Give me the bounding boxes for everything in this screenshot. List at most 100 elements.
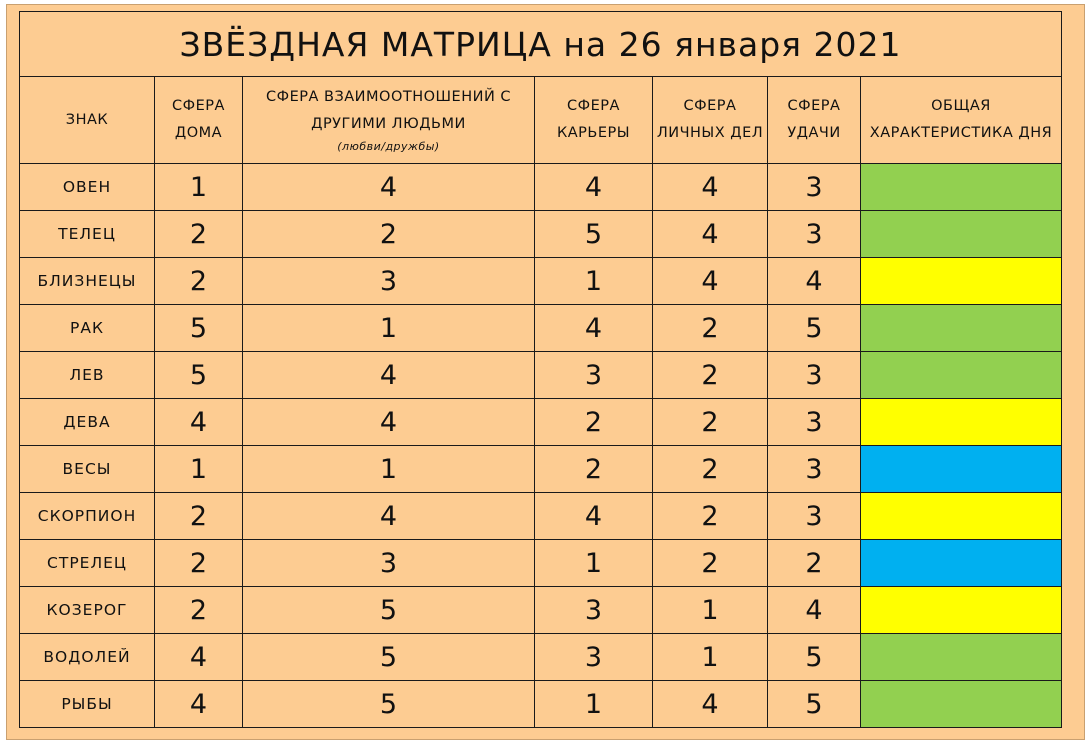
sign-cell: РЫБЫ bbox=[19, 680, 155, 728]
sign-cell: ВЕСЫ bbox=[19, 445, 155, 493]
day-rating-cell bbox=[860, 351, 1062, 399]
relations-cell: 5 bbox=[242, 680, 535, 728]
personal-cell: 4 bbox=[652, 680, 768, 728]
header-career: СФЕРА КАРЬЕРЫ bbox=[534, 76, 653, 164]
day-rating-cell bbox=[860, 304, 1062, 352]
home-cell: 5 bbox=[154, 304, 243, 352]
personal-cell: 4 bbox=[652, 163, 768, 211]
luck-cell: 3 bbox=[767, 398, 861, 446]
table-row: БЛИЗНЕЦЫ 2 3 1 4 4 bbox=[19, 257, 1062, 305]
table-row: РЫБЫ 4 5 1 4 5 bbox=[19, 680, 1062, 728]
relations-cell: 4 bbox=[242, 492, 535, 540]
career-cell: 5 bbox=[534, 210, 653, 258]
sign-cell: ТЕЛЕЦ bbox=[19, 210, 155, 258]
table-row: РАК 5 1 4 2 5 bbox=[19, 304, 1062, 352]
table-row: КОЗЕРОГ 2 5 3 1 4 bbox=[19, 586, 1062, 634]
home-cell: 4 bbox=[154, 633, 243, 681]
day-rating-cell bbox=[860, 539, 1062, 587]
relations-cell: 3 bbox=[242, 257, 535, 305]
luck-cell: 4 bbox=[767, 257, 861, 305]
career-cell: 1 bbox=[534, 257, 653, 305]
sign-cell: ОВЕН bbox=[19, 163, 155, 211]
luck-cell: 5 bbox=[767, 304, 861, 352]
home-cell: 4 bbox=[154, 680, 243, 728]
table-row: СКОРПИОН 2 4 4 2 3 bbox=[19, 492, 1062, 540]
career-cell: 1 bbox=[534, 680, 653, 728]
table-row: ВОДОЛЕЙ 4 5 3 1 5 bbox=[19, 633, 1062, 681]
relations-cell: 5 bbox=[242, 586, 535, 634]
career-cell: 3 bbox=[534, 586, 653, 634]
personal-cell: 1 bbox=[652, 633, 768, 681]
day-rating-cell bbox=[860, 210, 1062, 258]
sign-cell: КОЗЕРОГ bbox=[19, 586, 155, 634]
luck-cell: 5 bbox=[767, 633, 861, 681]
personal-cell: 4 bbox=[652, 257, 768, 305]
relations-cell: 1 bbox=[242, 445, 535, 493]
career-cell: 4 bbox=[534, 163, 653, 211]
luck-cell: 3 bbox=[767, 163, 861, 211]
sign-cell: СТРЕЛЕЦ bbox=[19, 539, 155, 587]
day-rating-cell bbox=[860, 586, 1062, 634]
day-rating-cell bbox=[860, 257, 1062, 305]
relations-cell: 1 bbox=[242, 304, 535, 352]
star-matrix-table: ЗВЁЗДНАЯ МАТРИЦА на 26 января 2021 ЗНАК … bbox=[19, 11, 1062, 728]
career-cell: 2 bbox=[534, 398, 653, 446]
home-cell: 2 bbox=[154, 492, 243, 540]
home-cell: 2 bbox=[154, 586, 243, 634]
personal-cell: 2 bbox=[652, 539, 768, 587]
luck-cell: 2 bbox=[767, 539, 861, 587]
luck-cell: 3 bbox=[767, 492, 861, 540]
personal-cell: 2 bbox=[652, 398, 768, 446]
header-day: ОБЩАЯ ХАРАКТЕРИСТИКА ДНЯ bbox=[860, 76, 1062, 164]
table-body: ОВЕН 1 4 4 4 3 ТЕЛЕЦ 2 2 5 4 3 БЛИЗНЕЦЫ … bbox=[19, 163, 1062, 728]
career-cell: 1 bbox=[534, 539, 653, 587]
luck-cell: 3 bbox=[767, 351, 861, 399]
home-cell: 1 bbox=[154, 445, 243, 493]
relations-cell: 5 bbox=[242, 633, 535, 681]
home-cell: 2 bbox=[154, 257, 243, 305]
career-cell: 4 bbox=[534, 492, 653, 540]
career-cell: 4 bbox=[534, 304, 653, 352]
home-cell: 2 bbox=[154, 210, 243, 258]
table-row: ОВЕН 1 4 4 4 3 bbox=[19, 163, 1062, 211]
table-title: ЗВЁЗДНАЯ МАТРИЦА на 26 января 2021 bbox=[19, 11, 1062, 77]
personal-cell: 2 bbox=[652, 351, 768, 399]
table-row: СТРЕЛЕЦ 2 3 1 2 2 bbox=[19, 539, 1062, 587]
header-personal: СФЕРА ЛИЧНЫХ ДЕЛ bbox=[652, 76, 768, 164]
day-rating-cell bbox=[860, 680, 1062, 728]
career-cell: 3 bbox=[534, 351, 653, 399]
header-luck: СФЕРА УДАЧИ bbox=[767, 76, 861, 164]
header-relations-sub: (любви/дружбы) bbox=[337, 140, 440, 153]
day-rating-cell bbox=[860, 633, 1062, 681]
day-rating-cell bbox=[860, 398, 1062, 446]
sign-cell: СКОРПИОН bbox=[19, 492, 155, 540]
luck-cell: 5 bbox=[767, 680, 861, 728]
sign-cell: БЛИЗНЕЦЫ bbox=[19, 257, 155, 305]
luck-cell: 3 bbox=[767, 445, 861, 493]
sign-cell: РАК bbox=[19, 304, 155, 352]
personal-cell: 2 bbox=[652, 445, 768, 493]
day-rating-cell bbox=[860, 445, 1062, 493]
personal-cell: 2 bbox=[652, 304, 768, 352]
personal-cell: 2 bbox=[652, 492, 768, 540]
relations-cell: 3 bbox=[242, 539, 535, 587]
day-rating-cell bbox=[860, 163, 1062, 211]
career-cell: 2 bbox=[534, 445, 653, 493]
home-cell: 2 bbox=[154, 539, 243, 587]
day-rating-cell bbox=[860, 492, 1062, 540]
sign-cell: ВОДОЛЕЙ bbox=[19, 633, 155, 681]
sign-cell: ЛЕВ bbox=[19, 351, 155, 399]
home-cell: 4 bbox=[154, 398, 243, 446]
relations-cell: 4 bbox=[242, 398, 535, 446]
table-row: ВЕСЫ 1 1 2 2 3 bbox=[19, 445, 1062, 493]
table-row: ТЕЛЕЦ 2 2 5 4 3 bbox=[19, 210, 1062, 258]
relations-cell: 2 bbox=[242, 210, 535, 258]
header-home: СФЕРА ДОМА bbox=[154, 76, 243, 164]
relations-cell: 4 bbox=[242, 351, 535, 399]
header-relations: СФЕРА ВЗАИМООТНОШЕНИЙ С ДРУГИМИ ЛЮДЬМИ (… bbox=[242, 76, 535, 164]
header-relations-label: СФЕРА ВЗАИМООТНОШЕНИЙ С ДРУГИМИ ЛЮДЬМИ bbox=[265, 89, 512, 132]
table-row: ЛЕВ 5 4 3 2 3 bbox=[19, 351, 1062, 399]
luck-cell: 4 bbox=[767, 586, 861, 634]
personal-cell: 4 bbox=[652, 210, 768, 258]
relations-cell: 4 bbox=[242, 163, 535, 211]
